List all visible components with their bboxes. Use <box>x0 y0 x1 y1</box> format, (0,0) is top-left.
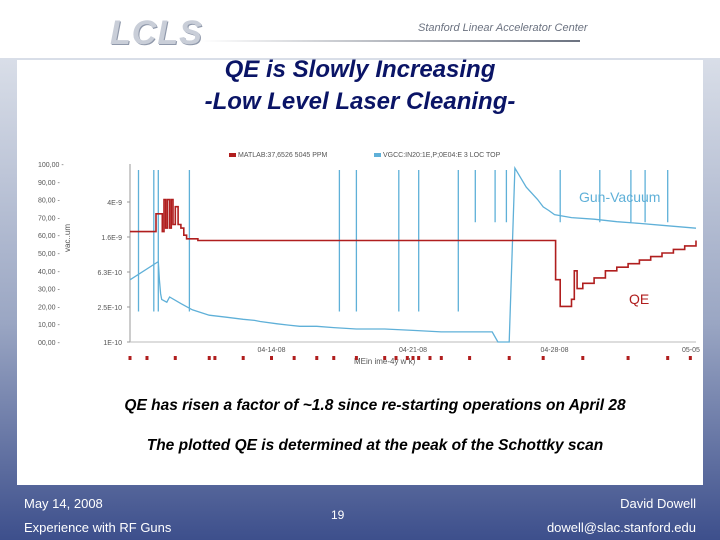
legend-qe-swatch <box>229 153 236 157</box>
event-marker <box>315 356 319 360</box>
date-tick-label: 04-14-08 <box>257 347 285 354</box>
event-marker <box>354 356 358 360</box>
qe-series-line <box>130 198 697 308</box>
event-marker <box>541 356 545 360</box>
left-axis-ticks: 100,00 - 90,00 - 80,00 - 70,00 - 60,00 - 50,0… <box>38 162 64 347</box>
legend-vacuum-swatch <box>374 153 381 157</box>
date-axis-ticks: 04-14-08 04-21-08 04-28-08 05-05-08 <box>257 347 700 354</box>
chart-background <box>24 140 700 372</box>
lab-name: Stanford Linear Accelerator Center <box>418 22 588 34</box>
event-marker <box>207 356 211 360</box>
page-number: 19 <box>331 508 345 522</box>
event-marker <box>394 356 398 360</box>
event-marker <box>383 356 387 360</box>
legend-vacuum-label: VGCC:IN20:1E,P;0E04:E 3 LOC TOP <box>383 152 501 159</box>
event-marker <box>439 356 443 360</box>
x-axis-label: MEin ime-4y w k) <box>354 357 416 366</box>
vacuum-axis-label: vac..um <box>63 224 72 252</box>
left-tick-label: 30,00 - <box>38 287 60 294</box>
left-tick-label: 70,00 - <box>38 215 60 222</box>
vacuum-tick-label: 4E-9 <box>107 200 122 207</box>
note-text: The plotted QE is determined at the peak… <box>146 437 604 454</box>
footer-author: David Dowell <box>620 496 696 511</box>
event-marker <box>173 356 177 360</box>
footer-email: dowell@slac.stanford.edu <box>546 520 696 535</box>
left-tick-label: 10,00 - <box>38 322 60 329</box>
event-marker <box>332 356 336 360</box>
header-rule <box>200 40 580 42</box>
vacuum-tick-label: 1E-10 <box>103 340 122 347</box>
qe-annotation: QE <box>629 291 649 307</box>
left-tick-label: 40,00 - <box>38 269 60 276</box>
footer-date: May 14, 2008 <box>24 496 103 511</box>
gun-vacuum-annotation: Gun-Vacuum <box>579 189 660 205</box>
qe-vacuum-chart: MATLAB:37,6526 5045 PPM VGCC:IN20:1E,P;0… <box>24 140 700 372</box>
slide-subtitle: -Low Level Laser Cleaning- <box>204 88 516 115</box>
left-tick-label: 50,00 - <box>38 251 60 258</box>
vacuum-tick-label: 1.6E-9 <box>101 235 122 242</box>
event-marker <box>417 356 421 360</box>
date-tick-label: 05-05-08 <box>682 347 700 354</box>
event-marker <box>270 356 273 360</box>
event-markers <box>128 356 692 360</box>
left-tick-label: 80,00 - <box>38 198 60 205</box>
event-marker <box>666 356 670 360</box>
date-tick-label: 04-28-08 <box>540 347 568 354</box>
left-tick-label: 60,00 - <box>38 233 60 240</box>
footer-talk-title: Experience with RF Guns <box>24 520 172 535</box>
legend-qe-label: MATLAB:37,6526 5045 PPM <box>238 152 328 159</box>
left-tick-label: 100,00 - <box>38 162 64 169</box>
event-marker <box>241 356 245 360</box>
event-marker <box>213 356 217 360</box>
vacuum-tick-label: 6.3E-10 <box>97 270 122 277</box>
event-marker <box>581 356 585 360</box>
event-marker <box>128 356 132 360</box>
slide-title: QE is Slowly Increasing <box>224 56 496 83</box>
event-marker <box>145 356 149 360</box>
event-marker <box>405 356 409 360</box>
event-marker <box>507 356 511 360</box>
left-tick-label: 90,00 - <box>38 180 60 187</box>
event-marker <box>688 356 692 360</box>
left-tick-label: 20,00 - <box>38 304 60 311</box>
date-tick-label: 04-21-08 <box>399 347 427 354</box>
lcls-logo: LCLS <box>110 14 203 52</box>
event-marker <box>411 356 415 360</box>
finding-text: QE has risen a factor of ~1.8 since re-s… <box>124 397 626 414</box>
vacuum-tick-label: 2.5E-10 <box>97 305 122 312</box>
event-marker <box>468 356 472 360</box>
event-marker <box>292 356 296 360</box>
event-marker <box>428 356 432 360</box>
vacuum-axis-ticks: 4E-9 1.6E-9 6.3E-10 2.5E-10 1E-10 <box>97 200 130 347</box>
event-marker <box>626 356 630 360</box>
left-tick-label: 00,00 - <box>38 340 60 347</box>
